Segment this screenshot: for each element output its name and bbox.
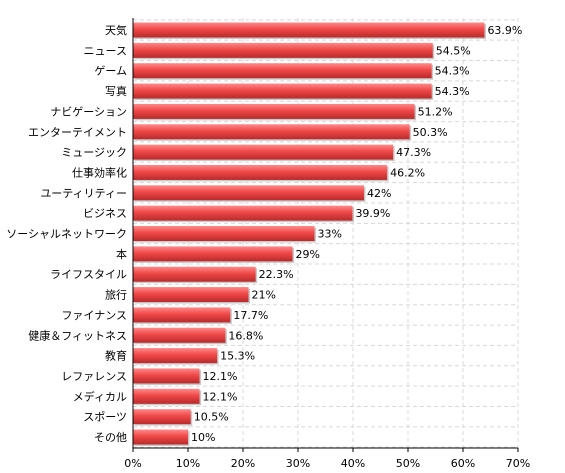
value-label: 46.2% xyxy=(390,166,425,179)
category-label: ニュース xyxy=(84,44,127,57)
bar xyxy=(133,63,432,79)
bar xyxy=(133,307,231,323)
category-label: 天気 xyxy=(105,23,127,37)
bar xyxy=(133,164,388,180)
bar xyxy=(133,266,256,282)
x-tick-label: 10% xyxy=(176,457,200,470)
value-label: 10.5% xyxy=(194,411,229,424)
value-label: 12.1% xyxy=(203,390,238,403)
category-label: 健康＆フィットネス xyxy=(28,328,127,342)
category-label: 教育 xyxy=(105,349,127,363)
bar xyxy=(133,429,188,445)
category-label: ユーティリティー xyxy=(40,187,127,200)
value-label: 12.1% xyxy=(203,370,238,383)
value-label: 54.3% xyxy=(435,65,470,78)
value-label: 63.9% xyxy=(487,24,522,37)
value-label: 33% xyxy=(318,228,342,241)
bar xyxy=(133,124,410,140)
value-label: 21% xyxy=(252,289,276,302)
bar xyxy=(133,205,353,221)
category-label: ソーシャルネットワーク xyxy=(6,228,127,241)
bar xyxy=(133,144,394,160)
bar xyxy=(133,388,200,404)
category-label: 本 xyxy=(116,247,127,261)
value-label: 22.3% xyxy=(259,268,294,281)
bar xyxy=(133,409,191,425)
x-tick-label: 30% xyxy=(286,457,310,470)
x-tick-label: 20% xyxy=(231,457,255,470)
category-label: ナビゲーション xyxy=(50,105,127,118)
value-label: 42% xyxy=(367,187,391,200)
value-label: 15.3% xyxy=(220,350,255,363)
bar xyxy=(133,226,315,241)
labels: 天気 63.9% ニュース 54.5% ゲーム 54.3% 写真 54.3% ナビゲーション 51… xyxy=(6,23,530,470)
category-label: 仕事効率化 xyxy=(72,165,127,179)
x-tick-label: 0% xyxy=(124,457,141,470)
bars xyxy=(133,22,486,446)
x-tick-label: 70% xyxy=(506,457,530,470)
x-tick-label: 50% xyxy=(396,457,420,470)
category-label: ライフスタイル xyxy=(50,268,127,281)
category-label: ゲーム xyxy=(94,65,127,78)
category-label: スポーツ xyxy=(83,411,127,424)
value-label: 47.3% xyxy=(396,146,431,159)
category-label: 写真 xyxy=(105,84,127,98)
value-label: 17.7% xyxy=(233,309,268,322)
grid-lines xyxy=(133,18,519,448)
bar xyxy=(133,185,364,201)
bar xyxy=(133,348,218,364)
category-label: レファレンス xyxy=(61,370,127,383)
bar xyxy=(133,42,433,58)
category-label: ファイナンス xyxy=(61,309,127,322)
category-label: 旅行 xyxy=(105,288,127,302)
value-label: 16.8% xyxy=(228,329,263,342)
value-label: 10% xyxy=(191,431,215,444)
value-label: 50.3% xyxy=(413,126,448,139)
bar xyxy=(133,83,432,99)
value-label: 39.9% xyxy=(355,207,390,220)
bar xyxy=(133,246,293,262)
x-tick-label: 40% xyxy=(341,457,365,470)
bar xyxy=(133,368,200,384)
bar xyxy=(133,103,415,119)
value-label: 54.5% xyxy=(436,44,471,57)
bar xyxy=(133,287,249,303)
axes xyxy=(132,18,519,452)
category-label: その他 xyxy=(94,431,127,444)
category-label: エンターテイメント xyxy=(28,126,127,139)
value-label: 51.2% xyxy=(418,105,453,118)
category-label: ミュージック xyxy=(61,146,127,159)
bar xyxy=(133,327,226,343)
category-label: ビジネス xyxy=(83,207,127,220)
category-label: メディカル xyxy=(73,389,127,403)
value-label: 54.3% xyxy=(435,85,470,98)
bar xyxy=(133,22,485,38)
value-label: 29% xyxy=(296,248,320,261)
x-tick-label: 60% xyxy=(451,457,475,470)
